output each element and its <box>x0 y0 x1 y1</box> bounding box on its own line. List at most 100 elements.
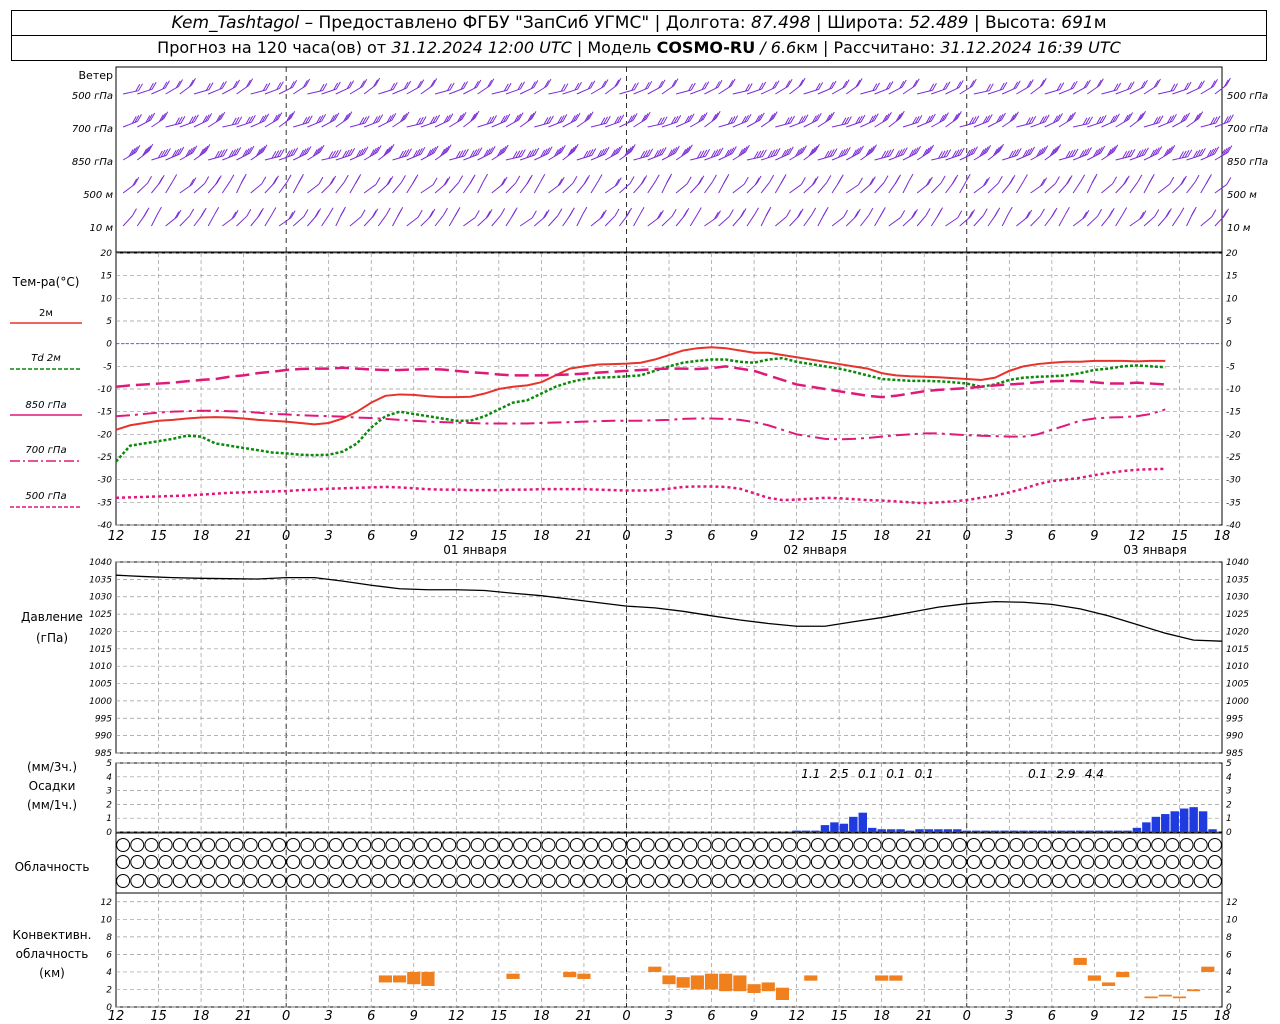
wind-barb <box>675 144 693 161</box>
wind-barb <box>860 82 880 95</box>
wind-barb <box>845 177 863 194</box>
wind-barb-feather <box>545 147 551 156</box>
wind-barb <box>902 115 923 128</box>
cloud-circle-outline <box>484 874 499 888</box>
wind-barb-feather <box>577 81 582 90</box>
cloud-circle-low <box>300 874 315 888</box>
wind-barb-feather <box>730 116 736 124</box>
wind-barb-feather <box>218 113 223 121</box>
wind-barb <box>505 175 521 194</box>
conv-ytick-right: 6 <box>1226 950 1232 960</box>
cloud-circle-low <box>725 874 740 888</box>
wind-barb-feather <box>798 116 804 124</box>
wind-barb-feather <box>469 150 475 158</box>
cloud-circle-outline <box>442 874 457 888</box>
wind-barb-feather <box>770 112 776 121</box>
wind-barb-shaft <box>1200 216 1213 227</box>
wind-barb <box>817 206 829 227</box>
wind-barb-feather <box>885 82 891 90</box>
cloud-circle-outline <box>1137 855 1152 869</box>
wind-barb <box>378 144 395 161</box>
cloud-circle-high <box>1108 838 1123 852</box>
wind-barb-feather <box>1225 146 1230 155</box>
cloud-circle-low <box>130 874 145 888</box>
hour-tick-label-bottom: 15 <box>491 1009 508 1024</box>
wind-barb-feather <box>557 178 563 187</box>
wind-barb <box>406 174 419 194</box>
wind-barb-feather <box>633 82 639 90</box>
cloud-circle-high <box>654 838 669 852</box>
temp-ytick-left: 5 <box>106 317 112 327</box>
wind-barb-shaft <box>1086 215 1098 227</box>
wind-barb <box>321 149 342 161</box>
wind-barb <box>1058 175 1073 194</box>
wind-barb <box>959 146 978 161</box>
wind-barb-feather <box>449 82 455 91</box>
cloud-circle-outline <box>626 874 641 888</box>
wind-barb-feather <box>979 149 985 157</box>
wind-barb <box>945 80 964 95</box>
cloud-circle-middle <box>782 855 797 869</box>
wind-barb-feather <box>421 116 427 124</box>
wind-barb-feather <box>940 175 946 184</box>
wind-barb <box>491 176 508 194</box>
wind-barb-shaft <box>675 183 688 194</box>
wind-barb-shaft <box>1186 181 1196 194</box>
wind-barb-feather <box>487 209 493 217</box>
hour-tick-label: 12 <box>1129 529 1146 544</box>
wind-barb-feather <box>730 78 736 87</box>
cloud-circle-outline <box>966 855 981 869</box>
wind-barb <box>122 208 137 227</box>
conv-cloud-bar <box>1101 982 1116 986</box>
cloud-circle-high <box>399 838 414 852</box>
wind-barb <box>1073 116 1094 128</box>
wind-barb-feather <box>814 144 820 152</box>
wind-barb <box>789 177 806 194</box>
wind-barb <box>831 79 850 95</box>
cloud-circle-low <box>796 874 811 888</box>
wind-barb-feather <box>865 148 871 157</box>
wind-barb-feather <box>588 148 594 157</box>
cloud-circle-outline <box>201 838 216 852</box>
wind-barb-feather <box>662 116 668 124</box>
wind-barb-shaft <box>888 217 901 227</box>
wind-barb-shaft <box>179 215 191 227</box>
wind-barb-feather <box>430 79 436 88</box>
temperature-title: Тем-ра(°C) <box>12 275 80 289</box>
cloud-circle-low <box>314 874 329 888</box>
wind-barb-feather <box>829 149 835 157</box>
wind-barb-feather <box>312 149 318 157</box>
wind-barb-feather <box>463 81 469 89</box>
wind-barb <box>335 206 346 227</box>
cloud-circle-outline <box>513 874 528 888</box>
wind-barb <box>349 79 368 95</box>
cloud-circle-outline <box>995 874 1010 888</box>
cloud-circle-outline <box>456 838 471 852</box>
wind-barb-feather <box>355 176 360 184</box>
cloud-circle-high <box>938 838 953 852</box>
wind-barb-feather <box>557 116 563 124</box>
wind-barb-feather <box>973 146 978 154</box>
prec-ytick-left: 4 <box>106 773 112 783</box>
wind-barb-feather <box>844 79 850 87</box>
wind-barb-feather <box>520 149 526 157</box>
wind-barb-feather <box>237 116 243 124</box>
wind-barb-feather <box>901 79 907 88</box>
wind-barb-feather <box>600 117 606 125</box>
wind-barb <box>831 146 851 161</box>
wind-barb <box>1129 147 1149 161</box>
wind-barb-feather <box>696 207 702 215</box>
wind-barb-feather <box>161 113 166 121</box>
wind-barb-feather <box>1155 116 1161 124</box>
cloud-circle-low <box>1207 874 1222 888</box>
cloud-circle-low <box>328 874 343 888</box>
cloud-circle-low <box>754 874 769 888</box>
cloud-circle-outline <box>428 855 443 869</box>
wind-barb-feather <box>573 143 579 152</box>
wind-barb-feather <box>816 112 822 121</box>
wind-barb <box>1158 83 1179 95</box>
wind-barb-feather <box>1165 210 1171 218</box>
conv-cloud-bar <box>378 975 392 983</box>
wind-barb-shaft <box>363 184 377 194</box>
wind-barb-feather <box>798 208 804 217</box>
